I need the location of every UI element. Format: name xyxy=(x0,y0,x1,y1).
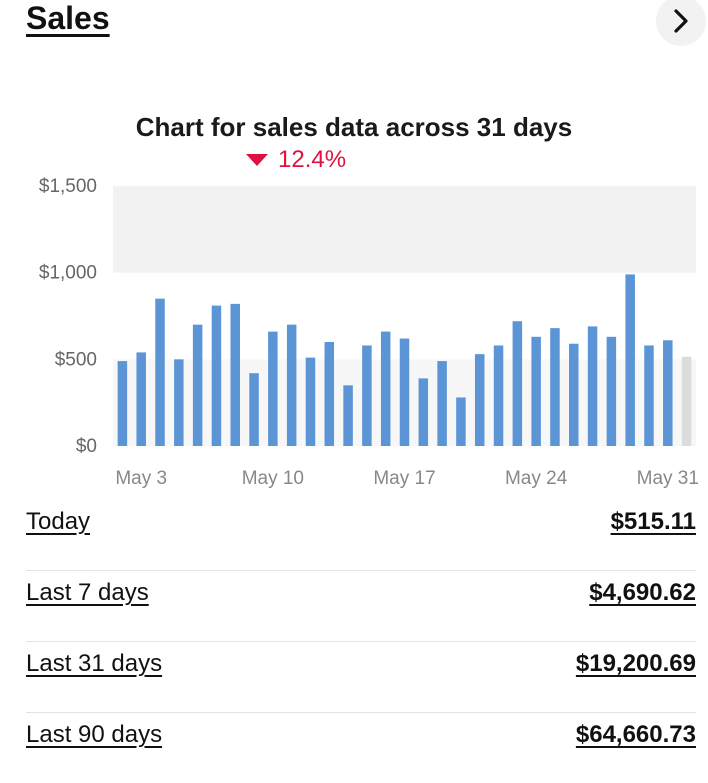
summary-label[interactable]: Last 31 days xyxy=(26,650,163,677)
change-indicator: 12.4% xyxy=(246,146,346,174)
bar-may-30 xyxy=(644,345,654,446)
bar-may-4 xyxy=(155,298,165,446)
summary-value[interactable]: $4,690.62 xyxy=(589,579,696,606)
summary-label[interactable]: Today xyxy=(26,508,91,535)
change-percent: 12.4% xyxy=(278,146,347,173)
x-tick-label: May 10 xyxy=(242,468,304,489)
chevron-right-icon xyxy=(674,9,688,33)
bar-may-26 xyxy=(569,343,579,446)
bar-may-19 xyxy=(437,361,447,446)
bar-may-15 xyxy=(362,345,372,446)
bar-may-11 xyxy=(286,324,297,446)
y-tick-label: $500 xyxy=(55,349,97,370)
bar-may-25 xyxy=(550,328,560,446)
summary-list: Today $515.11 Last 7 days $4,690.62 Last… xyxy=(26,500,696,783)
chart-band xyxy=(113,186,696,273)
bar-may-22 xyxy=(493,345,504,446)
bar-may-31 xyxy=(663,340,673,446)
summary-value[interactable]: $515.11 xyxy=(610,508,696,535)
chart-title: Chart for sales data across 31 days xyxy=(135,112,573,142)
summary-label[interactable]: Last 90 days xyxy=(26,721,163,748)
bar-may-21 xyxy=(474,354,485,446)
bar-may-24 xyxy=(531,336,541,446)
y-tick-label: $1,500 xyxy=(39,176,97,197)
bar-may-2 xyxy=(117,361,128,446)
bar-may-13 xyxy=(324,342,335,446)
bar-may-3 xyxy=(136,352,146,446)
summary-row-7-days[interactable]: Last 7 days $4,690.62 xyxy=(26,571,696,642)
bar-may-5 xyxy=(174,359,184,446)
page-title[interactable]: Sales xyxy=(26,0,110,36)
bar-may-6 xyxy=(192,324,203,446)
open-sales-button[interactable] xyxy=(656,0,706,46)
summary-value[interactable]: $64,660.73 xyxy=(575,721,696,748)
x-tick-label: May 31 xyxy=(637,468,699,489)
x-tick-label: May 17 xyxy=(373,468,435,489)
y-tick-label: $1,000 xyxy=(39,263,97,284)
summary-row-today[interactable]: Today $515.11 xyxy=(26,500,696,571)
x-tick-label: May 3 xyxy=(115,468,167,489)
bar-may-9 xyxy=(249,373,259,446)
summary-row-31-days[interactable]: Last 31 days $19,200.69 xyxy=(26,642,696,713)
bar-may-28 xyxy=(606,336,617,446)
bar-may-23 xyxy=(512,321,523,446)
bar-may-27 xyxy=(587,326,598,446)
bar-may-10 xyxy=(268,331,278,446)
bar-jun-1 xyxy=(681,356,692,446)
bar-may-16 xyxy=(380,331,391,446)
bar-may-8 xyxy=(230,303,240,446)
bar-may-20 xyxy=(456,397,466,446)
sales-chart: $0 $500 $1,000 $1,500 May 3 May 10 May 17 May 2… xyxy=(39,176,699,489)
bar-may-18 xyxy=(418,378,429,446)
bar-may-29 xyxy=(625,274,635,446)
bar-may-14 xyxy=(343,385,353,446)
summary-label[interactable]: Last 7 days xyxy=(26,579,149,606)
bar-may-7 xyxy=(211,305,222,446)
bar-may-12 xyxy=(305,357,316,446)
summary-value[interactable]: $19,200.69 xyxy=(575,650,696,677)
bar-may-17 xyxy=(399,338,410,446)
triangle-down-icon xyxy=(246,154,268,166)
y-tick-label: $0 xyxy=(76,436,97,457)
x-tick-label: May 24 xyxy=(505,468,568,489)
summary-row-90-days[interactable]: Last 90 days $64,660.73 xyxy=(26,713,696,783)
